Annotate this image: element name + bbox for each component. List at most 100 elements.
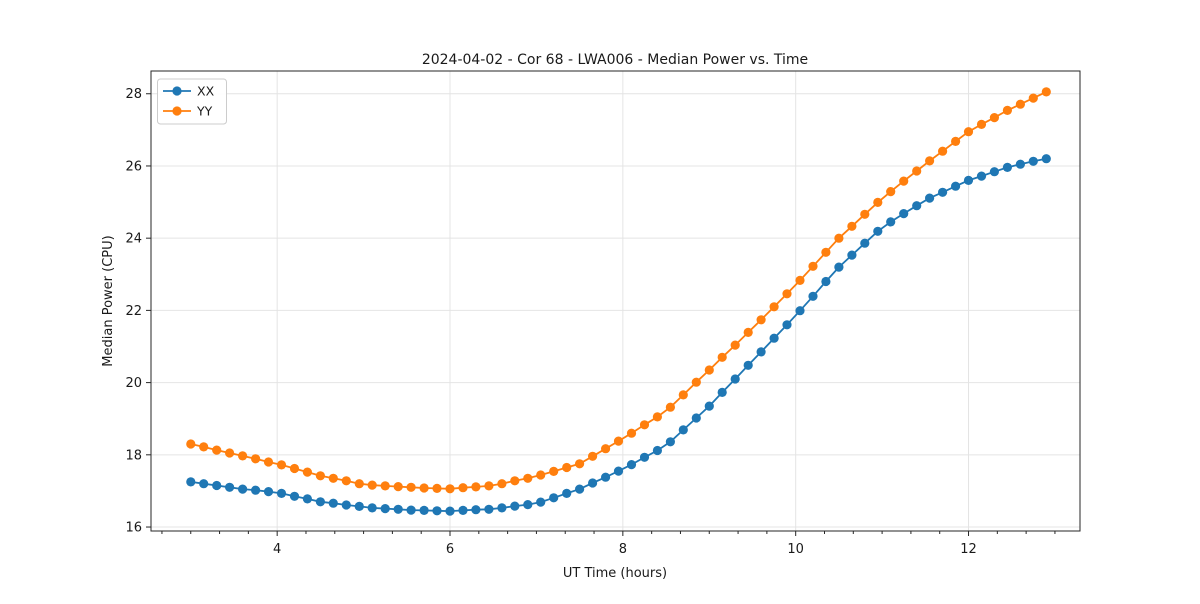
series-YY-marker [613,436,624,446]
series-YY-marker [899,176,909,186]
series-XX-marker [199,479,209,489]
series-XX-marker [315,497,325,507]
series-XX-marker [665,437,676,447]
series-YY-marker [769,302,779,312]
series-XX-marker [834,262,844,272]
series-YY-marker [704,365,714,375]
series-YY-marker [510,476,520,486]
series-XX-marker [938,187,948,197]
series-YY-marker [406,482,416,492]
series-XX-marker [951,181,961,191]
plot-border [150,70,1081,532]
series-XX-marker [238,484,248,494]
series-YY-marker [588,451,598,461]
series-XX-marker [406,505,416,515]
series-YY-marker [808,261,818,271]
series-XX-marker [445,506,455,516]
series-XX-marker [432,506,442,516]
series-XX-marker [847,250,857,260]
y-tick-label: 18 [125,448,142,463]
series-YY-marker [212,445,222,455]
y-tick-label: 20 [125,376,142,391]
series-YY-marker [601,444,611,454]
x-tick-label: 6 [446,542,454,557]
series-YY-marker [834,233,844,243]
series-XX-marker [1002,162,1013,172]
series-XX-marker [808,291,818,301]
series-XX-marker [225,482,235,492]
series-YY-marker [821,247,831,257]
series-YY-marker [976,119,987,129]
series-YY-marker [782,289,792,299]
series-YY-marker [912,166,922,176]
x-tick-label: 4 [273,542,281,557]
series-XX-marker [963,175,974,185]
series-XX-marker [769,333,779,343]
series-YY-marker [536,470,546,480]
series-YY-marker [847,221,857,231]
series-YY-marker [575,459,585,469]
y-tick-label: 16 [125,521,142,536]
series-XX-marker [393,504,403,514]
series-YY-marker [484,481,494,491]
series-YY-marker [717,352,727,362]
series-XX-marker [380,504,390,514]
series-YY-marker [562,462,572,473]
series-YY-marker [1041,87,1051,97]
series-YY-marker [873,197,883,207]
series-YY-marker [989,113,1000,123]
y-axis-label: Median Power (CPU) [101,235,116,366]
series-YY-marker [315,471,325,481]
series-YY-marker [626,428,637,438]
series-XX-marker [730,374,740,384]
series-YY-marker [186,439,196,449]
series-XX-marker [899,209,909,219]
series-XX-marker [639,452,650,462]
series-YY-marker [471,482,481,492]
series-YY-marker [639,420,650,430]
chart-title: 2024-04-02 - Cor 68 - LWA006 - Median Po… [422,52,808,68]
series-XX-marker [419,505,429,515]
series-XX-marker [743,360,753,370]
series-XX-marker [588,478,598,488]
series-XX-marker [1028,156,1038,166]
series-YY-marker [419,483,429,493]
series-XX-marker [782,320,792,330]
series-XX-marker [821,276,831,287]
x-axis-label: UT Time (hours) [563,566,667,581]
series-YY-marker [380,481,390,491]
series-YY-marker [199,442,209,452]
legend-marker-yy-icon [172,106,182,116]
series-YY-marker [1028,93,1038,103]
series-YY-marker [276,460,287,470]
series-XX-marker [886,217,896,227]
series-lines [186,87,1051,516]
series-XX-marker [276,488,287,498]
series-XX-marker [484,504,494,514]
series-YY-marker [225,448,235,458]
series-XX-marker [989,167,1000,177]
y-tick-label: 26 [125,159,142,174]
series-YY-marker [1002,105,1013,115]
series-XX-marker [652,445,663,456]
series-XX-marker [186,477,196,487]
series-XX-marker [860,238,870,248]
series-YY-marker [886,187,896,197]
series-XX-marker [536,497,546,507]
series-YY-marker [743,327,753,337]
series-YY [186,87,1051,494]
legend-label-xx: XX [197,84,215,99]
series-YY-marker [549,466,559,476]
series-YY-marker [665,402,676,412]
series-XX-marker [341,500,351,510]
series-YY-marker [432,483,442,493]
series-XX-marker [471,505,481,515]
series-YY-marker [497,479,507,489]
series-YY-marker [860,209,870,219]
series-XX-marker [613,466,624,476]
series-YY-marker [652,412,663,422]
gridlines [151,71,1080,531]
x-tick-label: 8 [619,542,627,557]
series-XX-marker [328,498,338,508]
